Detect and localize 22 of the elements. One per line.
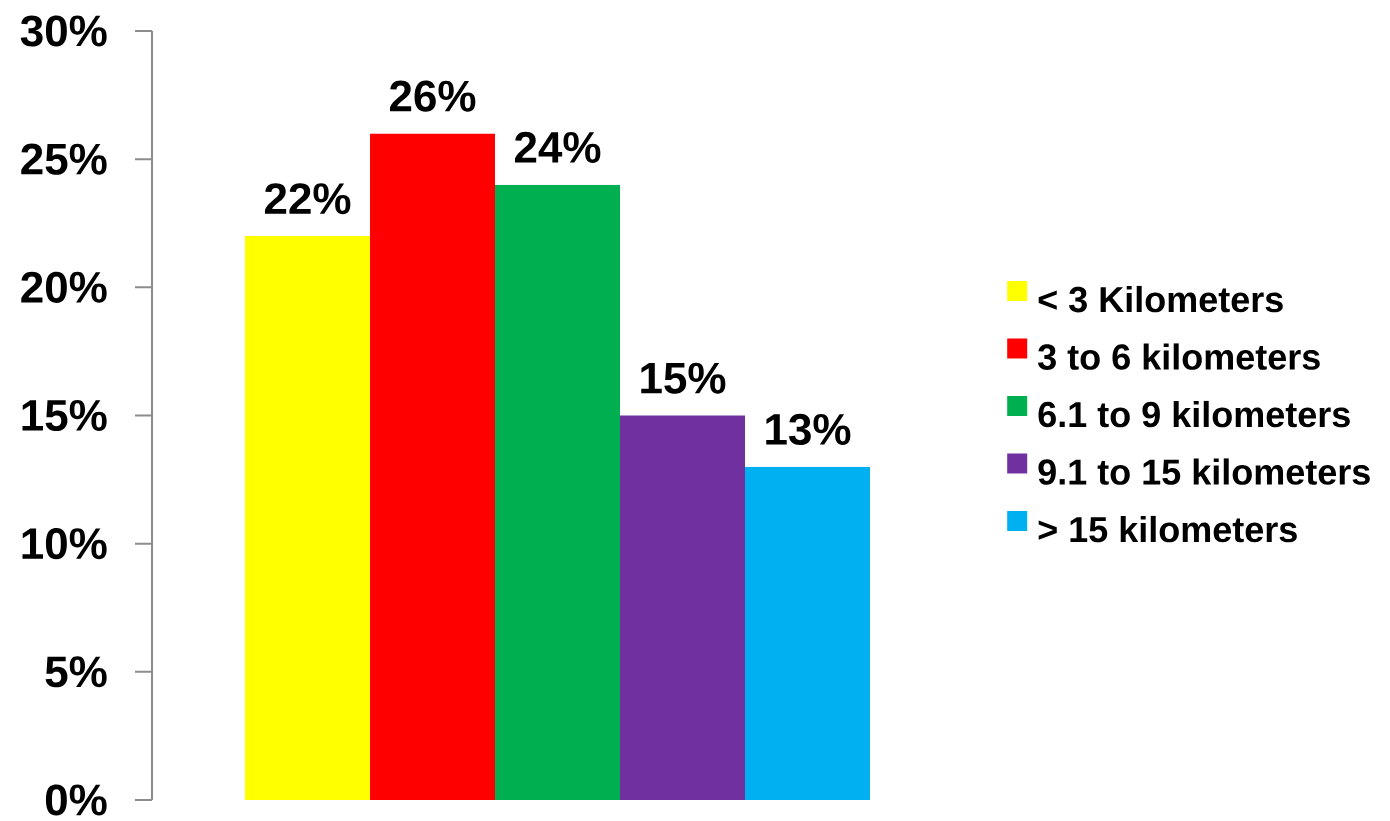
y-tick-label: 20% bbox=[21, 271, 107, 303]
data-label: 26% bbox=[390, 80, 476, 112]
bar bbox=[620, 415, 745, 800]
y-tick-label: 5% bbox=[45, 656, 107, 688]
bar bbox=[245, 236, 371, 800]
y-tick-label: 30% bbox=[20, 15, 107, 47]
legend-label: > 15 kilometers bbox=[1038, 515, 1297, 543]
data-label: 24% bbox=[514, 131, 601, 163]
legend-label: 3 to 6 kilometers bbox=[1038, 343, 1320, 370]
data-label: 22% bbox=[265, 183, 351, 215]
legend-label: 6.1 to 9 kilometers bbox=[1038, 400, 1350, 428]
legend-label: 9.1 to 15 kilometers bbox=[1038, 458, 1370, 485]
y-tick-label: 0% bbox=[45, 784, 107, 816]
y-tick-label: 25% bbox=[21, 143, 107, 175]
bar bbox=[495, 184, 621, 800]
bar bbox=[745, 466, 870, 800]
data-label: 13% bbox=[766, 413, 851, 446]
legend-label: < 3 Kilometers bbox=[1038, 285, 1283, 313]
data-label: 15% bbox=[641, 362, 726, 394]
bar bbox=[370, 133, 496, 800]
y-tick-label: 15% bbox=[22, 399, 107, 431]
y-tick-label: 10% bbox=[22, 528, 107, 560]
